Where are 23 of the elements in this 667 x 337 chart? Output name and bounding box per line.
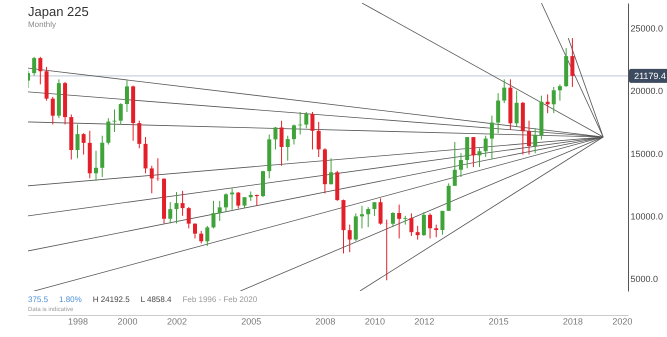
x-tick-label: 2010 (364, 316, 385, 326)
text: H 24192.5 (92, 295, 130, 304)
chart-title: Japan 225 (28, 4, 89, 19)
y-tick-label: 15000.0 (630, 148, 664, 159)
text: L 4858.4 (140, 295, 172, 304)
x-tick-label: 2018 (562, 316, 583, 326)
y-tick-label: 10000.0 (630, 211, 664, 222)
y-tick-label: 20000.0 (630, 86, 664, 96)
x-tick-label: 2000 (117, 316, 138, 326)
text: Monthly (28, 20, 58, 29)
text: Feb 1996 - Feb 2020 (182, 295, 258, 304)
text: 375.5 (28, 295, 48, 304)
x-tick-label: 2008 (315, 316, 336, 326)
ref-line-label: 21179.4 (634, 70, 666, 81)
x-tick-label: 1998 (68, 316, 88, 326)
x-tick-label: 2015 (488, 316, 509, 326)
y-tick-label: 5000.0 (630, 274, 658, 284)
x-tick-label: 2002 (166, 316, 188, 326)
y-tick-label: 25000.0 (630, 24, 664, 34)
x-tick-label: 2012 (414, 316, 434, 326)
x-tick-label: 2005 (241, 316, 262, 326)
text: 1.80% (59, 295, 82, 304)
x-tick-label: 2020 (612, 316, 632, 326)
